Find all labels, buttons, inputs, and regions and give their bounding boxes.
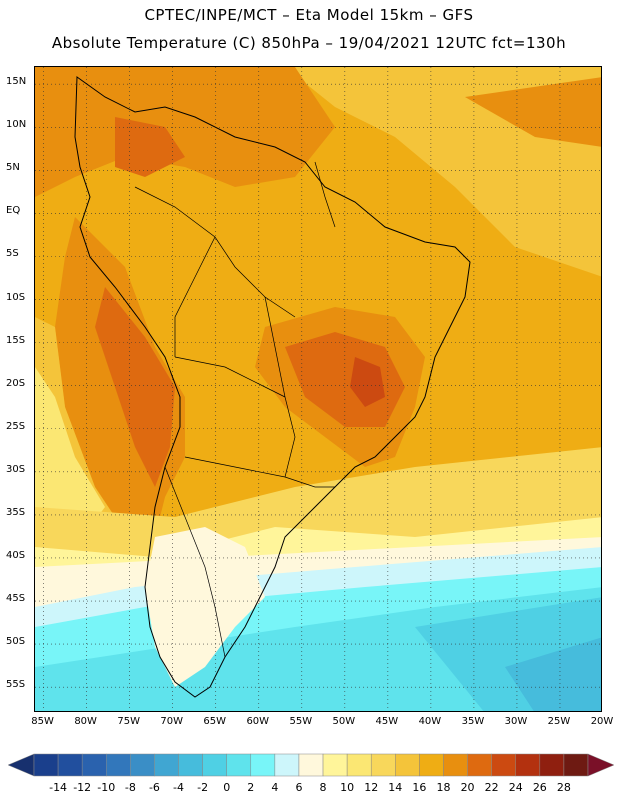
field-patagonia [145, 527, 265, 687]
colorbar-label: 0 [223, 781, 231, 794]
colorbar-label: 28 [556, 781, 571, 794]
colorbar-label: 16 [412, 781, 427, 794]
colorbar-label: -14 [49, 781, 68, 794]
colorbar-box [202, 753, 227, 777]
colorbar-box [298, 753, 324, 777]
colorbar-box [226, 753, 252, 777]
colorbar-under-arrow [7, 753, 35, 777]
colorbar-box [515, 753, 541, 777]
lon-label: 20W [590, 716, 614, 727]
colorbar-box [130, 753, 155, 777]
colorbar-label: -10 [97, 781, 116, 794]
map-gridlines [35, 67, 601, 711]
lon-label: 80W [74, 716, 97, 727]
colorbar-box [81, 753, 107, 777]
colorbar-box [178, 753, 203, 777]
field-andes-hot [95, 287, 175, 487]
colorbar-label: 4 [271, 781, 279, 794]
colorbar-box [33, 753, 59, 777]
field-se-cooler [505, 637, 601, 711]
colorbar-label: 26 [532, 781, 547, 794]
colorbar-box [250, 753, 276, 777]
lat-label: 30S [6, 463, 26, 475]
colorbar-box [106, 753, 131, 777]
lon-label: 55W [289, 716, 313, 727]
field-north-hot [115, 117, 185, 177]
colorbar-box [395, 753, 420, 777]
lon-label: 30W [504, 716, 528, 727]
lon-label: 85W [31, 716, 54, 727]
colorbar-label: -6 [148, 781, 160, 794]
lat-label: 15N [6, 76, 27, 88]
lon-label: 70W [160, 716, 183, 727]
field-central-hottest [350, 357, 385, 407]
colorbar [7, 753, 615, 777]
lat-label: 40S [6, 549, 26, 561]
colorbar-box [563, 753, 589, 777]
field-ne-warm [465, 77, 601, 147]
colorbar-box [491, 753, 516, 777]
lon-label: 25W [547, 716, 571, 727]
lat-label: 5N [6, 162, 20, 174]
lat-label: 50S [6, 636, 26, 648]
colorbar-box [154, 753, 179, 777]
colorbar-label: 18 [436, 781, 451, 794]
colorbar-label: -2 [197, 781, 209, 794]
lat-label: 10S [6, 291, 26, 303]
lon-label: 75W [117, 716, 140, 727]
map-frame [34, 66, 602, 712]
colorbar-boxes [7, 753, 615, 777]
lon-label: 35W [461, 716, 485, 727]
colorbar-box [57, 753, 83, 777]
colorbar-label: 12 [364, 781, 379, 794]
coastline [74, 76, 471, 698]
lat-label: 20S [6, 377, 26, 389]
map-title-line1: CPTEC/INPE/MCT – Eta Model 15km – GFS [144, 6, 474, 24]
colorbar-label: -4 [173, 781, 184, 794]
colorbar-box [322, 753, 348, 777]
country-borders [134, 161, 336, 658]
colorbar-label: 10 [340, 781, 355, 794]
colorbar-label: -12 [73, 781, 92, 794]
colorbar-box [419, 753, 444, 777]
lat-label: 25S [6, 420, 26, 432]
colorbar-box [467, 753, 492, 777]
lat-label: 5S [6, 248, 19, 260]
lat-label: 15S [6, 334, 26, 346]
lon-label: 50W [332, 716, 356, 727]
lon-label: 45W [375, 716, 399, 727]
colorbar-over-arrow [587, 753, 615, 777]
colorbar-box [443, 753, 468, 777]
temperature-map [35, 67, 601, 711]
map-title-line2: Absolute Temperature (C) 850hPa – 19/04/… [51, 34, 567, 52]
lat-label: EQ [6, 205, 21, 217]
lat-label: 55S [6, 679, 26, 691]
colorbar-label: 24 [508, 781, 523, 794]
colorbar-box [346, 753, 372, 777]
colorbar-label: 2 [247, 781, 255, 794]
colorbar-label: 8 [319, 781, 327, 794]
lon-label: 40W [418, 716, 442, 727]
colorbar-label: 20 [460, 781, 475, 794]
colorbar-label: 6 [295, 781, 303, 794]
colorbar-label: 22 [484, 781, 499, 794]
colorbar-box [274, 753, 300, 777]
lat-label: 35S [6, 506, 26, 518]
colorbar-box [370, 753, 396, 777]
lat-label: 10N [6, 119, 27, 131]
lon-label: 65W [203, 716, 227, 727]
colorbar-box [539, 753, 565, 777]
colorbar-label: 14 [388, 781, 403, 794]
lon-label: 60W [246, 716, 270, 727]
colorbar-label: -8 [124, 781, 136, 794]
lat-label: 45S [6, 593, 26, 605]
